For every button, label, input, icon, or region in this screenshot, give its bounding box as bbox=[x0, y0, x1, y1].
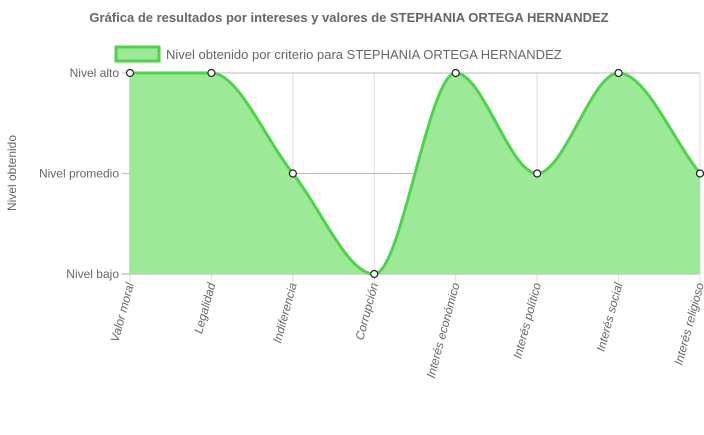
data-point[interactable] bbox=[695, 169, 704, 178]
x-tick-label: Interés político bbox=[510, 281, 544, 360]
chart-title: Gráfica de resultados por intereses y va… bbox=[89, 10, 608, 25]
y-tick-label: Nivel bajo bbox=[66, 267, 119, 281]
data-point[interactable] bbox=[125, 68, 135, 78]
legend-label: Nivel obtenido por criterio para STEPHAN… bbox=[166, 47, 562, 62]
data-point[interactable] bbox=[451, 68, 460, 78]
data-point[interactable] bbox=[370, 269, 379, 279]
data-point[interactable] bbox=[288, 169, 297, 178]
x-tick-label: Indiferencia bbox=[270, 281, 300, 345]
data-point[interactable] bbox=[207, 68, 216, 78]
x-tick-label: Interés social bbox=[594, 281, 626, 353]
x-tick-label: Legalidad bbox=[191, 281, 218, 335]
y-axis-label: Nivel obtenido bbox=[5, 135, 19, 211]
y-tick-label: Nivel alto bbox=[70, 66, 120, 80]
legend-swatch bbox=[114, 45, 161, 63]
series-line bbox=[130, 71, 702, 276]
y-tick-label: Nivel promedio bbox=[39, 167, 119, 181]
x-tick-label: Interés religioso bbox=[671, 281, 704, 367]
data-points bbox=[125, 68, 704, 279]
x-tick-labels: Valor moral Legalidad Indiferencia Corrupci… bbox=[108, 281, 704, 380]
y-tick-labels: Nivel bajo Nivel promedio Nivel alto bbox=[39, 66, 119, 281]
data-point[interactable] bbox=[533, 169, 542, 178]
x-tick-label: Corrupción bbox=[352, 281, 381, 342]
x-tick-label: Valor moral bbox=[108, 281, 137, 344]
data-point[interactable] bbox=[614, 68, 623, 78]
legend[interactable]: Nivel obtenido por criterio para STEPHAN… bbox=[114, 45, 562, 63]
x-tick-label: Interés económico bbox=[424, 281, 463, 380]
